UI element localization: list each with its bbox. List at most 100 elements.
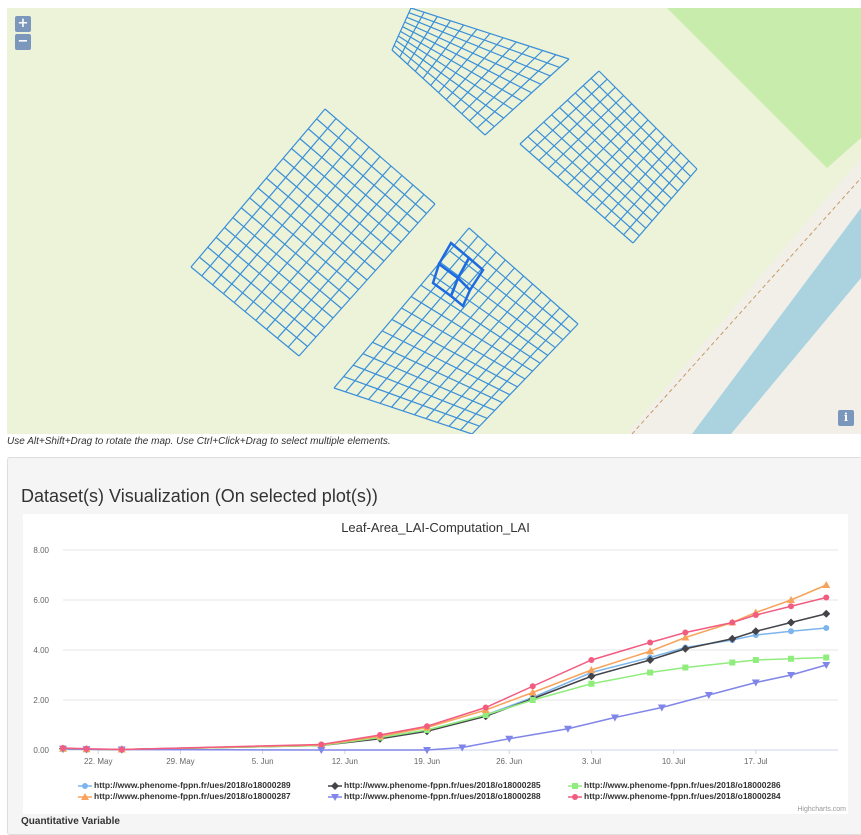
data-point xyxy=(657,704,666,712)
legend-symbol-icon xyxy=(568,782,582,789)
legend-item[interactable]: http://www.phenome-fppn.fr/ues/2018/o180… xyxy=(78,791,291,801)
quantitative-variable-label: Quantitative Variable xyxy=(21,816,120,827)
map-view[interactable]: + − i xyxy=(7,8,861,434)
legend-label: http://www.phenome-fppn.fr/ues/2018/o180… xyxy=(584,780,781,790)
data-point xyxy=(482,712,489,718)
legend-label: http://www.phenome-fppn.fr/ues/2018/o180… xyxy=(344,780,541,790)
legend-symbol-icon xyxy=(328,793,342,801)
legend-label: http://www.phenome-fppn.fr/ues/2018/o180… xyxy=(94,780,291,790)
data-point xyxy=(529,697,536,703)
legend-symbol-icon xyxy=(328,781,342,790)
map-hint: Use Alt+Shift+Drag to rotate the map. Us… xyxy=(7,436,391,447)
zoom-in-button[interactable]: + xyxy=(15,16,31,32)
data-point xyxy=(587,672,596,681)
legend-item[interactable]: http://www.phenome-fppn.fr/ues/2018/o180… xyxy=(568,791,781,801)
chart-container: Leaf-Area_LAI-Computation_LAI 0.00 2.00 4.… xyxy=(23,514,848,814)
y-tick-label: 2.00 xyxy=(33,696,49,705)
data-point xyxy=(529,683,536,690)
data-point xyxy=(482,704,489,711)
x-tick-label: 26. Jun xyxy=(496,757,522,766)
data-point xyxy=(752,612,759,618)
data-point xyxy=(681,633,690,641)
x-tick-label: 10. Jul xyxy=(662,757,686,766)
map-canvas[interactable] xyxy=(7,8,861,434)
data-point xyxy=(822,662,831,669)
series-0 xyxy=(60,625,830,753)
selected-plots[interactable] xyxy=(431,241,485,309)
legend-label: http://www.phenome-fppn.fr/ues/2018/o180… xyxy=(344,791,541,801)
grass-area xyxy=(667,8,861,168)
data-point xyxy=(377,732,384,738)
series-line xyxy=(62,613,827,751)
path-line xyxy=(631,177,861,434)
data-point xyxy=(682,629,689,636)
data-point xyxy=(458,744,467,752)
data-point xyxy=(588,680,595,687)
data-point xyxy=(681,644,690,653)
x-tick-label: 29. May xyxy=(166,757,194,766)
data-point xyxy=(587,666,596,673)
legend-item[interactable]: http://www.phenome-fppn.fr/ues/2018/o180… xyxy=(568,780,781,790)
data-point xyxy=(588,657,595,663)
x-tick-label: 3. Jul xyxy=(582,757,601,766)
legend-label: http://www.phenome-fppn.fr/ues/2018/o180… xyxy=(94,791,291,801)
data-point xyxy=(83,745,90,752)
data-point xyxy=(787,618,796,627)
y-tick-label: 6.00 xyxy=(33,596,49,605)
series-4 xyxy=(59,662,831,754)
data-point xyxy=(728,634,737,643)
data-point xyxy=(424,723,431,730)
legend-item[interactable]: http://www.phenome-fppn.fr/ues/2018/o180… xyxy=(328,780,541,790)
panel-title: Dataset(s) Visualization (On selected pl… xyxy=(21,486,378,506)
data-point xyxy=(729,659,736,666)
data-point xyxy=(423,747,432,754)
data-point xyxy=(823,654,830,661)
series-2 xyxy=(60,654,830,753)
data-point xyxy=(823,594,830,601)
data-point xyxy=(563,725,572,733)
series-1 xyxy=(59,609,831,754)
plot-grids[interactable] xyxy=(190,8,698,434)
series-line xyxy=(62,656,827,751)
data-point xyxy=(787,672,796,679)
data-point xyxy=(60,745,66,751)
legend-item[interactable]: http://www.phenome-fppn.fr/ues/2018/o180… xyxy=(328,791,541,801)
chart-credit[interactable]: Highcharts.com xyxy=(797,806,846,813)
data-point xyxy=(647,669,654,676)
data-point xyxy=(646,647,655,655)
legend-symbol-icon xyxy=(78,792,92,800)
data-point xyxy=(318,741,325,748)
data-point xyxy=(752,657,759,663)
river xyxy=(692,208,861,434)
x-tick-label: 17. Jul xyxy=(744,757,768,766)
x-tick-label: 5. Jun xyxy=(252,757,274,766)
info-button[interactable]: i xyxy=(838,410,854,426)
legend-symbol-icon xyxy=(568,793,582,800)
data-point xyxy=(787,596,796,603)
data-point xyxy=(646,656,655,664)
x-tick-label: 19. Jun xyxy=(414,757,440,766)
data-point xyxy=(682,664,689,671)
zoom-out-button[interactable]: − xyxy=(15,34,31,50)
series-line xyxy=(62,664,827,751)
chart-svg: 0.00 2.00 4.00 6.00 8.00 22. May 29. May 5. Jun… xyxy=(33,546,838,766)
data-point xyxy=(317,747,326,754)
legend-symbol-icon xyxy=(78,782,92,789)
legend-item[interactable]: http://www.phenome-fppn.fr/ues/2018/o180… xyxy=(78,780,291,790)
data-point xyxy=(729,619,736,626)
data-point xyxy=(505,735,514,743)
data-point xyxy=(822,581,831,588)
series-5 xyxy=(60,594,830,753)
y-tick-label: 8.00 xyxy=(33,546,49,555)
data-point xyxy=(610,714,619,722)
data-point xyxy=(788,655,795,662)
data-point xyxy=(823,625,830,631)
data-point xyxy=(788,628,795,635)
legend-label: http://www.phenome-fppn.fr/ues/2018/o180… xyxy=(584,791,781,801)
visualization-panel: Dataset(s) Visualization (On selected pl… xyxy=(7,457,861,835)
x-tick-label: 12. Jun xyxy=(332,757,358,766)
data-point xyxy=(751,627,760,636)
chart-title: Leaf-Area_LAI-Computation_LAI xyxy=(341,520,530,535)
y-tick-label: 0.00 xyxy=(33,746,49,755)
road-area xyxy=(627,158,861,434)
